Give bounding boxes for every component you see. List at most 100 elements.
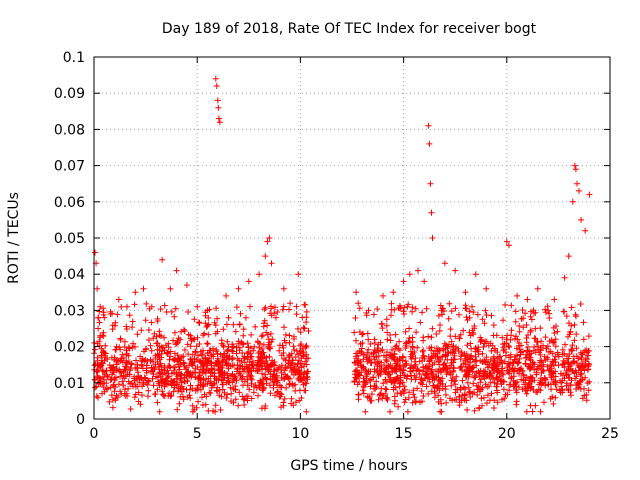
data-point	[474, 346, 481, 353]
data-point	[354, 381, 361, 388]
data-point	[292, 387, 299, 394]
data-point	[579, 351, 586, 358]
data-point	[355, 300, 362, 307]
data-point	[288, 395, 295, 402]
data-point	[143, 300, 150, 307]
data-point	[448, 308, 455, 315]
data-point	[522, 361, 529, 368]
data-point	[188, 335, 195, 342]
data-point	[463, 397, 470, 404]
data-point	[145, 387, 152, 394]
data-point	[581, 392, 588, 399]
data-point	[264, 360, 271, 367]
data-point	[408, 362, 415, 369]
data-point	[101, 380, 108, 386]
data-point	[513, 389, 520, 396]
data-point	[442, 391, 449, 398]
data-point	[532, 325, 539, 332]
data-point	[256, 340, 263, 347]
data-point	[223, 292, 230, 299]
data-point	[353, 289, 360, 296]
data-point	[205, 407, 212, 414]
data-point	[546, 349, 552, 355]
data-point	[186, 362, 193, 369]
data-point	[464, 406, 471, 413]
data-point	[487, 379, 494, 386]
data-point	[442, 351, 449, 358]
data-point	[526, 379, 533, 386]
data-point	[180, 359, 187, 366]
data-point	[92, 384, 99, 391]
data-point	[259, 363, 266, 370]
data-point	[518, 315, 525, 322]
data-point	[581, 367, 588, 374]
data-point	[202, 355, 209, 362]
data-point	[520, 324, 527, 331]
data-point	[245, 278, 252, 285]
data-point	[418, 388, 425, 394]
data-point	[214, 328, 221, 335]
data-point	[435, 368, 441, 375]
data-point	[433, 331, 440, 337]
data-point	[274, 379, 281, 386]
data-point	[552, 394, 559, 401]
data-point	[283, 384, 290, 391]
data-point	[490, 322, 497, 329]
data-point	[581, 385, 587, 392]
data-point	[502, 301, 509, 308]
data-point	[109, 404, 116, 411]
data-point	[537, 357, 544, 364]
grid-lines	[94, 57, 610, 419]
data-point	[281, 376, 288, 383]
data-point	[218, 340, 225, 347]
data-point	[151, 391, 158, 398]
data-point	[181, 378, 188, 385]
data-point	[156, 408, 163, 415]
data-point	[480, 373, 487, 380]
data-point	[303, 370, 310, 377]
data-point	[236, 321, 243, 328]
data-point	[551, 296, 558, 303]
data-point	[221, 370, 228, 376]
data-point	[453, 344, 459, 351]
data-point	[500, 386, 507, 393]
data-point	[299, 360, 305, 367]
data-point	[533, 371, 540, 378]
data-point	[531, 361, 538, 368]
data-point	[427, 180, 434, 187]
data-point	[228, 390, 235, 397]
data-point	[216, 119, 223, 126]
data-point	[563, 313, 570, 320]
y-tick-label: 0.04	[54, 267, 85, 283]
data-point	[439, 353, 446, 360]
data-point	[226, 353, 233, 360]
data-point	[119, 378, 126, 385]
data-point	[171, 367, 177, 374]
data-point	[219, 386, 226, 393]
data-point	[258, 378, 265, 385]
data-point	[272, 392, 278, 399]
data-point	[203, 324, 210, 330]
data-point	[399, 379, 406, 386]
data-point	[100, 305, 107, 312]
data-point	[542, 334, 549, 341]
data-point	[116, 381, 122, 388]
data-point	[185, 351, 192, 358]
data-point	[191, 369, 198, 376]
data-point	[443, 399, 450, 406]
data-point	[395, 377, 402, 384]
data-point	[187, 395, 194, 402]
data-point	[456, 402, 463, 409]
data-point	[551, 330, 558, 336]
data-point	[197, 359, 204, 366]
data-point	[413, 374, 420, 381]
data-point	[176, 363, 182, 370]
data-point	[475, 383, 482, 390]
data-point	[214, 384, 221, 391]
data-point	[262, 405, 268, 412]
data-point	[537, 362, 543, 369]
data-point	[384, 336, 391, 343]
data-point	[351, 329, 358, 336]
data-point	[396, 347, 403, 354]
data-point	[422, 363, 429, 370]
